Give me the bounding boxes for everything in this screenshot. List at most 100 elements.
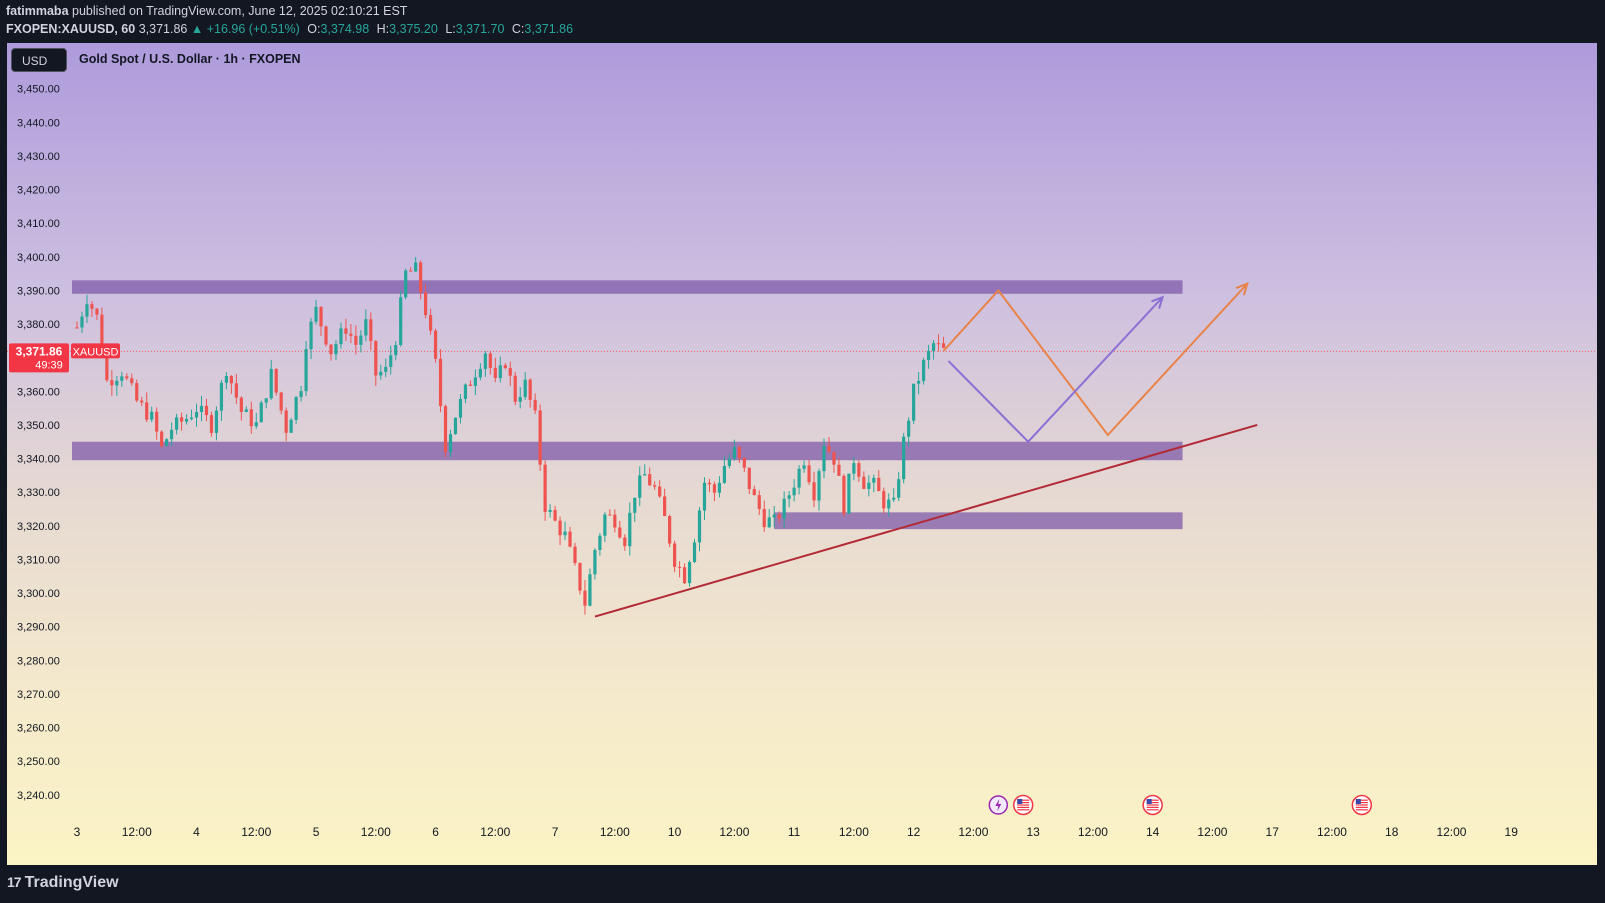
x-tick-label: 12:00 — [480, 825, 510, 839]
candle-body — [812, 482, 816, 501]
y-tick-label: 3,430.00 — [17, 151, 60, 163]
candle-body — [369, 319, 373, 342]
candle-body — [752, 489, 756, 496]
y-tick-label: 3,310.00 — [17, 554, 60, 566]
candle-body — [384, 366, 388, 372]
candle-body — [85, 304, 89, 317]
candle-body — [548, 509, 552, 512]
y-tick-label: 3,340.00 — [17, 454, 60, 466]
candle-body — [623, 537, 627, 547]
candle-body — [817, 471, 821, 501]
candle-body — [339, 328, 343, 345]
candle-body — [922, 360, 926, 381]
high-label: H: — [376, 22, 390, 36]
x-tick-label: 12:00 — [719, 825, 749, 839]
candle-body — [767, 517, 771, 528]
x-tick-label: 12:00 — [958, 825, 988, 839]
candle-body — [314, 306, 318, 322]
candle-body — [115, 380, 119, 386]
close-value: 3,371.86 — [524, 22, 574, 36]
candle-body — [170, 429, 174, 440]
y-tick-label: 3,300.00 — [17, 588, 60, 600]
candle-body — [135, 383, 139, 401]
candle-body — [608, 514, 612, 516]
candle-body — [558, 520, 562, 536]
candle-body — [638, 475, 642, 498]
candle-body — [478, 368, 482, 378]
y-tick-label: 3,290.00 — [17, 622, 60, 634]
candle-body — [837, 464, 841, 476]
price-chart[interactable]: 3,450.00 3,440.00 3,430.00 3,420.00 3,410.00… — [7, 43, 1597, 865]
candle-body — [822, 446, 826, 472]
candle-body — [284, 410, 288, 433]
candle-body — [259, 402, 263, 423]
x-tick-label: 19 — [1505, 825, 1519, 839]
candle-body — [199, 405, 204, 412]
candle-body — [404, 270, 408, 298]
y-tick-label: 3,240.00 — [17, 790, 60, 802]
x-tick-label: 12:00 — [122, 825, 152, 839]
candle-body — [424, 292, 428, 316]
candle-body — [354, 335, 358, 345]
candle-body — [663, 496, 667, 517]
tradingview-logo[interactable]: 17 TradingView — [7, 874, 119, 892]
currency-button[interactable]: USD — [11, 48, 67, 72]
candle-body — [722, 465, 726, 483]
candle-body — [807, 465, 811, 483]
candle-body — [912, 383, 916, 421]
candle-body — [717, 482, 722, 493]
candle-body — [563, 531, 567, 536]
candle-body — [747, 467, 751, 490]
candle-body — [583, 590, 587, 606]
symbol-tag: XAUUSD — [73, 346, 119, 358]
candle-body — [194, 411, 199, 418]
logo-text: TradingView — [24, 874, 119, 891]
candle-body — [588, 574, 592, 606]
x-tick-label: 3 — [74, 825, 81, 839]
candle-body — [936, 343, 941, 345]
candle-body — [692, 542, 697, 563]
candle-body — [628, 512, 632, 547]
candle-body — [538, 410, 542, 465]
candle-body — [409, 270, 413, 272]
candle-body — [668, 516, 672, 544]
candle-body — [389, 355, 393, 367]
candle-body — [777, 514, 781, 519]
x-tick-label: 12:00 — [1078, 825, 1108, 839]
last-price: 3,371.86 — [138, 22, 188, 36]
candle-body — [488, 353, 492, 368]
high-value: 3,375.20 — [389, 22, 438, 36]
candle-body — [443, 406, 448, 453]
candle-body — [349, 333, 353, 336]
x-tick-label: 10 — [668, 825, 682, 839]
candle-body — [832, 451, 836, 465]
candle-body — [508, 367, 512, 376]
candle-body — [324, 326, 328, 345]
projection-orange-arrowhead — [1235, 281, 1249, 296]
candle-body — [757, 495, 761, 510]
candle-body — [130, 378, 134, 384]
candle-body — [687, 562, 692, 584]
candle-body — [553, 509, 557, 521]
candle-body — [319, 306, 323, 327]
open-label: O: — [307, 22, 321, 36]
candle-body — [513, 375, 517, 402]
y-tick-label: 3,410.00 — [17, 218, 60, 230]
x-tick-label: 12:00 — [839, 825, 869, 839]
x-tick-label: 12:00 — [1317, 825, 1347, 839]
publish-info: fatimmaba published on TradingView.com, … — [6, 4, 407, 18]
candle-body — [528, 379, 532, 400]
candle-body — [737, 447, 741, 459]
projection-orange — [942, 282, 1249, 437]
candle-body — [673, 543, 677, 567]
candle-body — [483, 353, 487, 369]
candle-body — [792, 487, 796, 496]
x-tick-label: 5 — [313, 825, 320, 839]
chart-panel[interactable]: 3,450.00 3,440.00 3,430.00 3,420.00 3,410.00… — [7, 43, 1597, 865]
x-tick-label: 17 — [1266, 825, 1280, 839]
candle-body — [907, 420, 911, 437]
sr-zone — [774, 512, 1183, 530]
open-value: 3,374.98 — [320, 22, 370, 36]
candle-body — [658, 486, 662, 497]
author-name[interactable]: fatimmaba — [6, 4, 69, 18]
